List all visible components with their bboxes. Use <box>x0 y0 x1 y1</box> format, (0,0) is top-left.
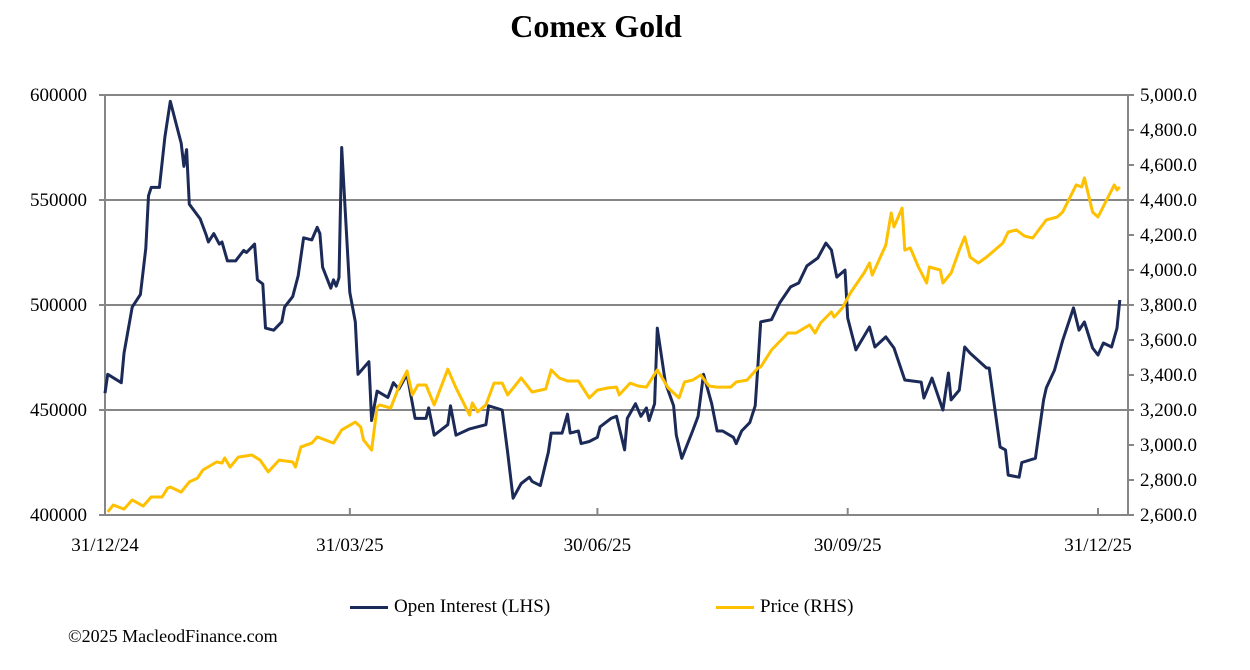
right-axis-tick-label: 4,600.0 <box>1140 155 1197 176</box>
legend: Open Interest (LHS) Price (RHS) <box>0 596 1250 622</box>
left-axis-tick-label: 500000 <box>30 295 87 316</box>
legend-item-open-interest: Open Interest (LHS) <box>350 596 550 618</box>
legend-swatch-open-interest <box>350 605 388 609</box>
right-axis-tick-label: 3,200.0 <box>1140 400 1197 421</box>
left-axis-tick-label: 600000 <box>30 85 87 106</box>
legend-label-open-interest: Open Interest (LHS) <box>394 596 551 617</box>
x-axis-tick-label: 31/12/25 <box>1064 535 1132 556</box>
chart-title: Comex Gold <box>510 8 682 44</box>
x-axis-tick-label: 30/06/25 <box>564 535 632 556</box>
right-axis-tick-label: 2,800.0 <box>1140 470 1197 491</box>
left-axis-tick-label: 550000 <box>30 190 87 211</box>
right-axis-tick-label: 4,800.0 <box>1140 120 1197 141</box>
right-axis-tick-label: 4,400.0 <box>1140 190 1197 211</box>
right-axis-tick-label: 2,600.0 <box>1140 505 1197 526</box>
left-axis-tick-label: 400000 <box>30 505 87 526</box>
right-axis-tick-label: 4,200.0 <box>1140 225 1197 246</box>
legend-swatch-price <box>716 605 754 609</box>
right-axis-tick-label: 4,000.0 <box>1140 260 1197 281</box>
left-axis-tick-label: 450000 <box>30 400 87 421</box>
legend-label-price: Price (RHS) <box>760 596 854 617</box>
legend-item-price: Price (RHS) <box>716 596 853 618</box>
right-axis-tick-label: 3,000.0 <box>1140 435 1197 456</box>
x-axis-tick-label: 31/12/24 <box>71 535 139 556</box>
right-axis-tick-label: 5,000.0 <box>1140 85 1197 106</box>
x-axis-tick-label: 31/03/25 <box>316 535 384 556</box>
series-line-price <box>106 176 1121 513</box>
x-axis-tick-label: 30/09/25 <box>814 535 882 556</box>
copyright-notice: ©2025 MacleodFinance.com <box>68 626 278 646</box>
right-axis-tick-label: 3,400.0 <box>1140 365 1197 386</box>
series-line-open-interest <box>103 99 1122 500</box>
right-axis-tick-label: 3,800.0 <box>1140 295 1197 316</box>
right-axis-tick-label: 3,600.0 <box>1140 330 1197 351</box>
